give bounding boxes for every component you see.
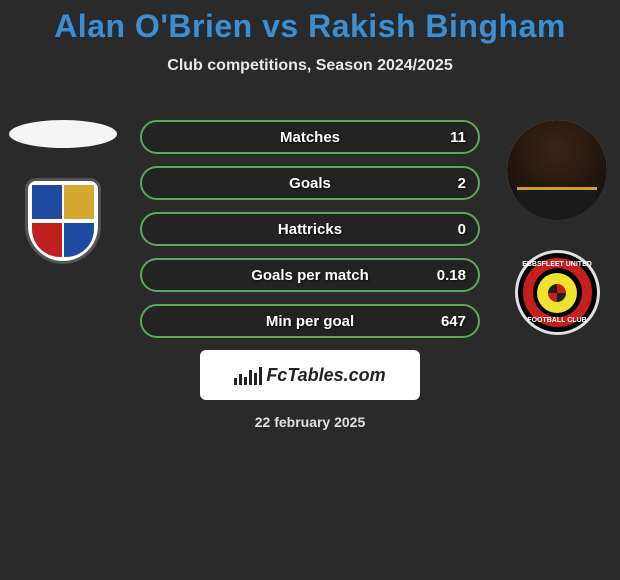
player2-photo [507, 120, 607, 220]
ball-icon [537, 273, 577, 313]
shield-icon [28, 181, 98, 261]
stat-row-goals: Goals 2 [140, 166, 480, 200]
brand-box: FcTables.com [200, 350, 420, 400]
stat-value-right: 647 [441, 313, 466, 330]
stat-label: Goals per match [142, 267, 478, 284]
club2-ring-text-top: EBBSFLEET UNITED [518, 261, 597, 268]
stats-area: Matches 11 Goals 2 Hattricks 0 Goals per… [140, 120, 480, 350]
stat-value-right: 2 [458, 175, 466, 192]
bar-chart-icon [234, 365, 262, 385]
player1-photo [9, 120, 117, 148]
stat-value-right: 11 [450, 129, 466, 146]
stat-row-min-per-goal: Min per goal 647 [140, 304, 480, 338]
club2-ring-text-bottom: FOOTBALL CLUB [518, 317, 597, 324]
stat-row-matches: Matches 11 [140, 120, 480, 154]
stat-value-right: 0 [458, 221, 466, 238]
stat-label: Min per goal [142, 313, 478, 330]
stat-row-hattricks: Hattricks 0 [140, 212, 480, 246]
stat-label: Goals [142, 175, 478, 192]
stat-value-right: 0.18 [437, 267, 466, 284]
club2-badge: EBBSFLEET UNITED FOOTBALL CLUB [515, 250, 600, 335]
page-subtitle: Club competitions, Season 2024/2025 [0, 57, 620, 75]
date-text: 22 february 2025 [0, 414, 620, 430]
comparison-card: Alan O'Brien vs Rakish Bingham Club comp… [0, 0, 620, 580]
club1-badge [21, 178, 106, 263]
page-title: Alan O'Brien vs Rakish Bingham [0, 0, 620, 45]
stat-row-goals-per-match: Goals per match 0.18 [140, 258, 480, 292]
stat-label: Matches [142, 129, 478, 146]
player1-column [8, 120, 118, 263]
stat-label: Hattricks [142, 221, 478, 238]
brand-text: FcTables.com [266, 365, 385, 386]
player2-column: EBBSFLEET UNITED FOOTBALL CLUB [502, 120, 612, 335]
